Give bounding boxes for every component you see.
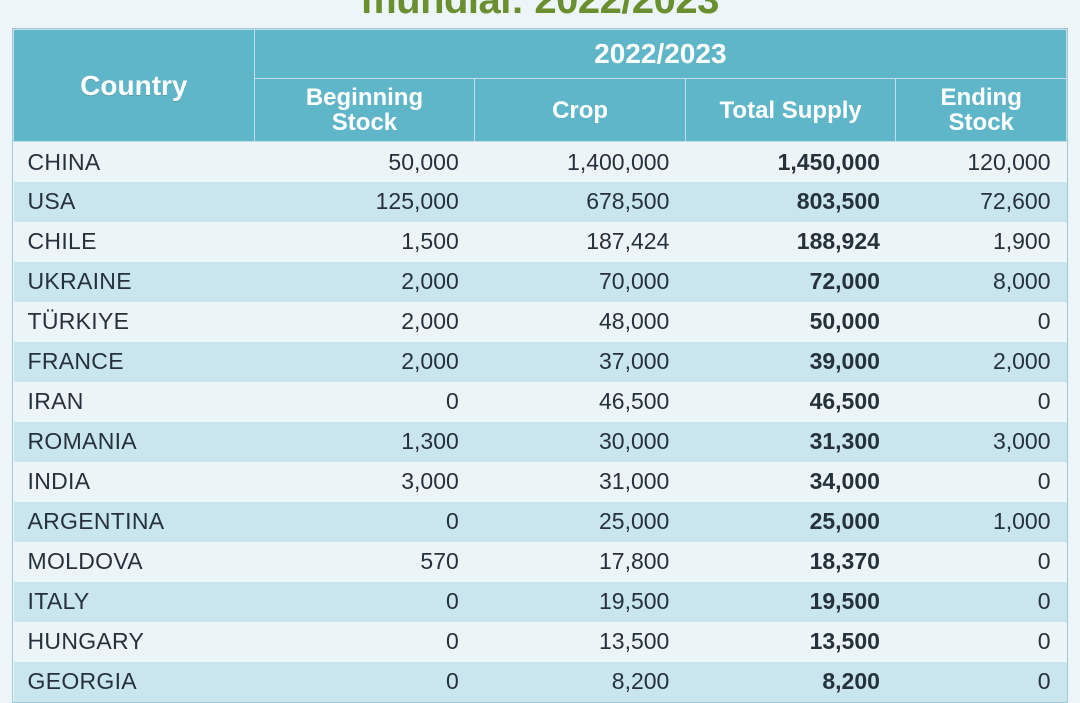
table-row: UKRAINE2,00070,00072,0008,000 (14, 262, 1067, 302)
cell-country: ROMANIA (14, 422, 255, 462)
cell-crop: 8,200 (475, 662, 686, 702)
cell-ending-stock: 1,000 (896, 502, 1067, 542)
cell-ending-stock: 1,900 (896, 222, 1067, 262)
cell-total-supply: 39,000 (685, 342, 896, 382)
cell-beginning-stock: 1,300 (254, 422, 475, 462)
col-header-end-l2: Stock (949, 109, 1014, 136)
table-row: TÜRKIYE2,00048,00050,0000 (14, 302, 1067, 342)
cell-crop: 31,000 (475, 462, 686, 502)
cell-country: ITALY (14, 582, 255, 622)
table-row: HUNGARY013,50013,5000 (14, 622, 1067, 662)
cell-ending-stock: 0 (896, 662, 1067, 702)
cell-crop: 187,424 (475, 222, 686, 262)
col-header-year: 2022/2023 (254, 30, 1066, 79)
cell-total-supply: 18,370 (685, 542, 896, 582)
table-row: CHILE1,500187,424188,9241,900 (14, 222, 1067, 262)
cell-beginning-stock: 2,000 (254, 262, 475, 302)
cell-country: USA (14, 182, 255, 222)
cell-ending-stock: 8,000 (896, 262, 1067, 302)
cell-beginning-stock: 0 (254, 502, 475, 542)
cell-ending-stock: 0 (896, 582, 1067, 622)
cell-beginning-stock: 0 (254, 662, 475, 702)
cell-crop: 17,800 (475, 542, 686, 582)
table-row: CHINA50,0001,400,0001,450,000120,000 (14, 142, 1067, 182)
cell-total-supply: 50,000 (685, 302, 896, 342)
cell-ending-stock: 120,000 (896, 142, 1067, 182)
cell-crop: 70,000 (475, 262, 686, 302)
table-row: FRANCE2,00037,00039,0002,000 (14, 342, 1067, 382)
cell-crop: 48,000 (475, 302, 686, 342)
cell-crop: 37,000 (475, 342, 686, 382)
cell-crop: 46,500 (475, 382, 686, 422)
cell-total-supply: 19,500 (685, 582, 896, 622)
cell-total-supply: 1,450,000 (685, 142, 896, 182)
table-row: MOLDOVA57017,80018,3700 (14, 542, 1067, 582)
cell-beginning-stock: 125,000 (254, 182, 475, 222)
table-row: ROMANIA1,30030,00031,3003,000 (14, 422, 1067, 462)
table-row: GEORGIA08,2008,2000 (14, 662, 1067, 702)
supply-table: Country 2022/2023 Beginning Stock Crop T… (13, 29, 1067, 702)
cell-beginning-stock: 570 (254, 542, 475, 582)
cell-total-supply: 188,924 (685, 222, 896, 262)
cell-country: TÜRKIYE (14, 302, 255, 342)
cell-country: ARGENTINA (14, 502, 255, 542)
cell-total-supply: 13,500 (685, 622, 896, 662)
cell-beginning-stock: 0 (254, 582, 475, 622)
cell-beginning-stock: 0 (254, 382, 475, 422)
table-row: ARGENTINA025,00025,0001,000 (14, 502, 1067, 542)
cell-country: CHINA (14, 142, 255, 182)
cell-country: HUNGARY (14, 622, 255, 662)
cell-country: UKRAINE (14, 262, 255, 302)
cell-crop: 13,500 (475, 622, 686, 662)
cell-country: FRANCE (14, 342, 255, 382)
cell-total-supply: 25,000 (685, 502, 896, 542)
cell-beginning-stock: 1,500 (254, 222, 475, 262)
col-header-total-supply: Total Supply (685, 79, 896, 142)
cell-ending-stock: 72,600 (896, 182, 1067, 222)
col-header-crop: Crop (475, 79, 686, 142)
cell-crop: 1,400,000 (475, 142, 686, 182)
table-body: CHINA50,0001,400,0001,450,000120,000USA1… (14, 142, 1067, 702)
cell-ending-stock: 0 (896, 382, 1067, 422)
col-header-beg-l1: Beginning (306, 84, 423, 111)
table-row: USA125,000678,500803,50072,600 (14, 182, 1067, 222)
cell-beginning-stock: 2,000 (254, 302, 475, 342)
cell-beginning-stock: 50,000 (254, 142, 475, 182)
cell-beginning-stock: 3,000 (254, 462, 475, 502)
cell-ending-stock: 0 (896, 462, 1067, 502)
cell-ending-stock: 0 (896, 622, 1067, 662)
cell-country: MOLDOVA (14, 542, 255, 582)
cell-beginning-stock: 0 (254, 622, 475, 662)
cell-total-supply: 34,000 (685, 462, 896, 502)
cell-total-supply: 803,500 (685, 182, 896, 222)
cell-country: IRAN (14, 382, 255, 422)
col-header-beginning-stock: Beginning Stock (254, 79, 475, 142)
cell-crop: 19,500 (475, 582, 686, 622)
col-header-beg-l2: Stock (332, 109, 397, 136)
cell-crop: 25,000 (475, 502, 686, 542)
col-header-country: Country (14, 30, 255, 142)
cell-total-supply: 72,000 (685, 262, 896, 302)
cell-crop: 30,000 (475, 422, 686, 462)
cell-country: CHILE (14, 222, 255, 262)
cell-ending-stock: 2,000 (896, 342, 1067, 382)
supply-table-container: Country 2022/2023 Beginning Stock Crop T… (12, 28, 1068, 703)
cell-ending-stock: 0 (896, 302, 1067, 342)
cell-crop: 678,500 (475, 182, 686, 222)
cell-total-supply: 46,500 (685, 382, 896, 422)
cell-ending-stock: 3,000 (896, 422, 1067, 462)
table-row: INDIA3,00031,00034,0000 (14, 462, 1067, 502)
table-row: IRAN046,50046,5000 (14, 382, 1067, 422)
cell-country: GEORGIA (14, 662, 255, 702)
cell-ending-stock: 0 (896, 542, 1067, 582)
table-row: ITALY019,50019,5000 (14, 582, 1067, 622)
col-header-ending-stock: Ending Stock (896, 79, 1067, 142)
cell-total-supply: 31,300 (685, 422, 896, 462)
cell-total-supply: 8,200 (685, 662, 896, 702)
cell-country: INDIA (14, 462, 255, 502)
col-header-end-l1: Ending (941, 84, 1022, 111)
cell-beginning-stock: 2,000 (254, 342, 475, 382)
page-title: mundial: 2022/2023 (0, 0, 1080, 20)
